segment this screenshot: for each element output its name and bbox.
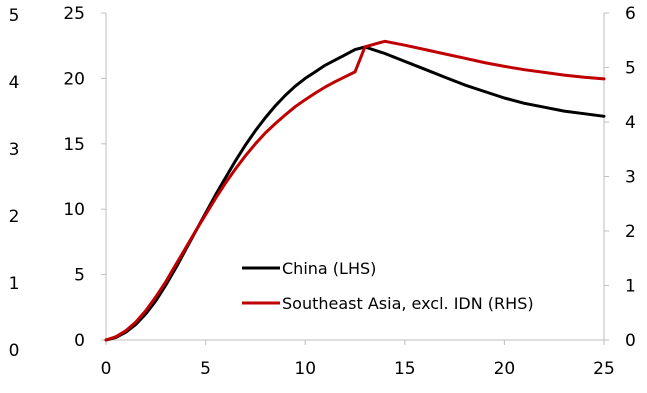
x-tick-label: 20 [494,359,516,379]
series-line-china [104,45,606,342]
series-lines [104,39,606,342]
y-right-tick-label: 4 [625,113,636,133]
y-left-tick-label: 10 [63,200,85,220]
y-far-left-tick-label: 5 [9,6,20,26]
x-tick-label: 0 [101,359,112,379]
y-far-left-tick-label: 0 [9,341,20,361]
plot-frame [105,13,605,341]
y-left-tick-label: 0 [74,331,85,351]
series-line-southeast-asia [104,39,606,342]
y-right-tick-label: 3 [625,168,636,188]
x-tick-label: 5 [200,359,211,379]
x-tick-label: 25 [593,359,615,379]
x-tick-label: 15 [394,359,416,379]
legend-label-china: China (LHS) [282,259,376,278]
x-tick-label: 10 [294,359,316,379]
y-left-tick-label: 20 [63,69,85,89]
legend-label-southeast-asia: Southeast Asia, excl. IDN (RHS) [282,294,534,313]
axis-ticks: 0 5 10 15 20 25 0 5 10 15 20 25 0 1 2 3 4 5 0 1 2 3 4 5 6 [9,4,636,379]
y-left-tick-label: 25 [63,4,85,24]
y-far-left-tick-label: 1 [9,274,20,294]
y-right-tick-label: 0 [625,331,636,351]
y-far-left-tick-label: 3 [9,140,20,160]
y-right-tick-label: 5 [625,59,636,79]
y-right-tick-label: 2 [625,222,636,242]
legend: China (LHS) Southeast Asia, excl. IDN (R… [242,259,534,313]
y-left-tick-label: 15 [63,135,85,155]
y-far-left-tick-label: 2 [9,207,20,227]
y-left-tick-label: 5 [74,266,85,286]
y-far-left-tick-label: 4 [9,73,20,93]
y-right-tick-label: 1 [625,277,636,297]
y-right-tick-label: 6 [625,4,636,24]
